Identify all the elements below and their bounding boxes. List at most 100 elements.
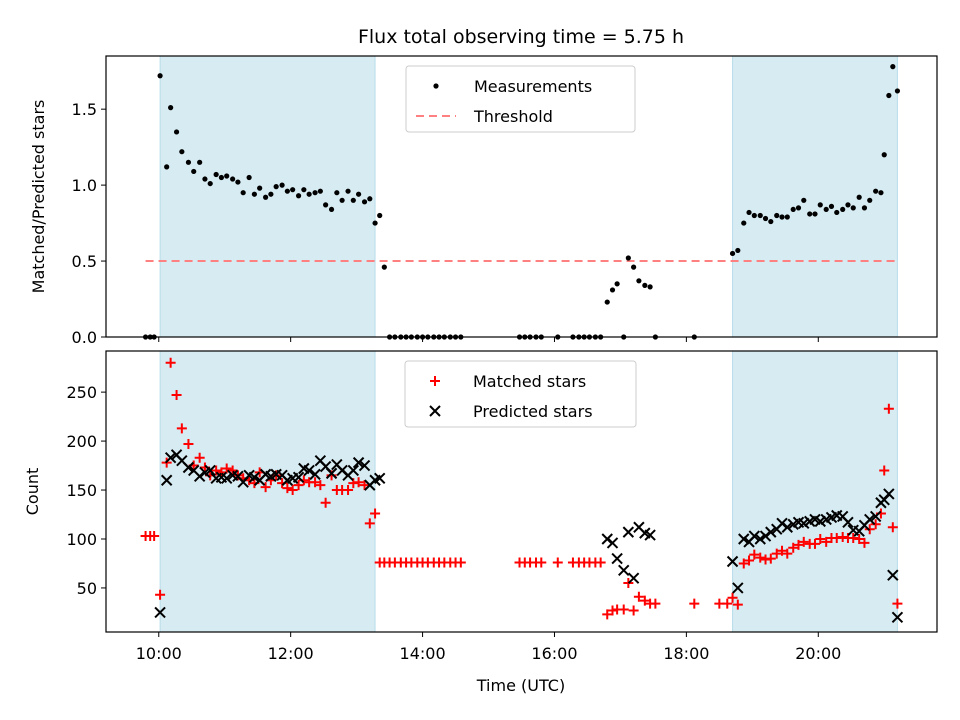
bottom-y-tick-label: 50 [77,579,97,598]
matched-star-point [364,518,375,529]
measurement-point [168,105,174,111]
measurement-point [823,206,829,213]
measurement-point [367,196,373,202]
matched-star-point [782,548,793,559]
predicted-star-point [887,569,899,581]
matched-star-point [650,598,661,609]
measurement-point [741,220,747,226]
bottom-y-tick-label: 150 [66,481,97,500]
matched-star-point [883,403,894,414]
measurement-point [845,202,851,208]
bottom-x-tick-label: 14:00 [400,644,446,663]
measurement-point [213,171,219,178]
matched-star-point [798,536,809,547]
matched-star-point [211,465,222,476]
measurement-point [230,176,236,182]
matched-star-point [788,542,799,553]
measurement-point [268,191,274,197]
matched-star-point [536,557,547,568]
measurement-point [339,197,345,203]
top-shaded-regions [159,55,898,338]
bottom-axes: 50 100 150 200 250 10:00 12:00 14:00 16:00 18:00 2… [66,350,938,663]
measurement-point [881,152,887,158]
measurement-point [240,190,246,196]
top-y-tick-label: 1.0 [72,176,97,195]
measurement-point [179,149,185,155]
matched-star-point [628,605,639,616]
matched-star-point [892,598,903,609]
measurement-point [207,180,213,187]
matched-star-point [732,599,743,610]
legend-measurements-marker [433,83,439,89]
matched-star-point [793,539,804,550]
matched-star-point [221,463,232,474]
bottom-observing-window-2 [732,350,898,633]
matched-star-point [749,549,760,560]
measurement-point [273,184,279,190]
predicted-star-point [292,471,305,484]
matched-star-point [738,558,749,569]
predicted-star-point [748,530,761,542]
predicted-star-point [891,611,904,624]
matched-star-point [320,497,331,508]
measurement-point [614,281,620,287]
measurement-point [828,203,835,209]
bottom-y-tick-label: 200 [66,432,97,451]
measurement-point [306,191,312,197]
measurement-point [246,174,252,181]
measurement-point [840,206,846,213]
measurement-point [251,191,257,197]
measurement-point [334,190,340,196]
matched-star-point [809,538,820,549]
matched-star-point [821,536,832,547]
matched-star-point [343,485,354,496]
measurement-point [636,278,642,284]
matched-star-point [216,467,227,478]
measurement-point [779,214,785,220]
matched-star-point [755,552,766,563]
measurement-point [164,164,170,170]
legend-matched-marker [430,376,440,386]
measurement-point [284,188,290,194]
matched-star-point [455,557,466,568]
bottom-x-tick-label: 12:00 [268,644,314,663]
measurement-point [350,197,356,203]
matched-star-point [194,452,205,463]
predicted-star-point [622,526,635,538]
matched-star-point [887,522,898,533]
measurement-point [762,215,769,222]
matched-star-point [183,439,194,450]
top-y-tick-label: 1.5 [72,100,97,119]
measurement-point [372,220,378,226]
matched-star-point [633,591,644,602]
bottom-x-tick-label: 10:00 [136,644,182,663]
matched-star-point [854,533,865,544]
measurement-point [185,159,192,165]
measurement-point [890,64,896,70]
measurement-point [157,73,163,79]
bottom-legend: Matched stars Predicted stars [404,360,637,428]
predicted-star-point [160,474,173,486]
measurement-point [235,179,241,185]
predicted-star-point [220,472,233,484]
predicted-star-point [309,468,321,481]
matched-star-point [287,485,298,496]
predicted-star-point [248,471,261,484]
predicted-star-point [732,582,744,594]
predicted-star-point [781,521,793,533]
legend-predicted-marker [429,405,441,417]
bottom-shaded-regions [159,350,898,633]
matched-star-point [815,533,826,544]
measurement-point [886,92,892,99]
predicted-star-point [765,526,777,538]
matched-star-point [859,537,870,548]
predicted-star-point [164,452,177,464]
measurement-point [328,206,335,213]
measurement-point [257,185,263,191]
top-legend-box [405,65,636,133]
top-y-tick-label: 0.5 [72,252,97,271]
top-panel: 0.0 0.5 1.0 1.5 Measurements Threshold Match… [29,55,938,347]
top-axes: 0.0 0.5 1.0 1.5 [72,55,938,347]
matched-star-point [879,465,890,476]
predicted-star-point [627,572,640,584]
